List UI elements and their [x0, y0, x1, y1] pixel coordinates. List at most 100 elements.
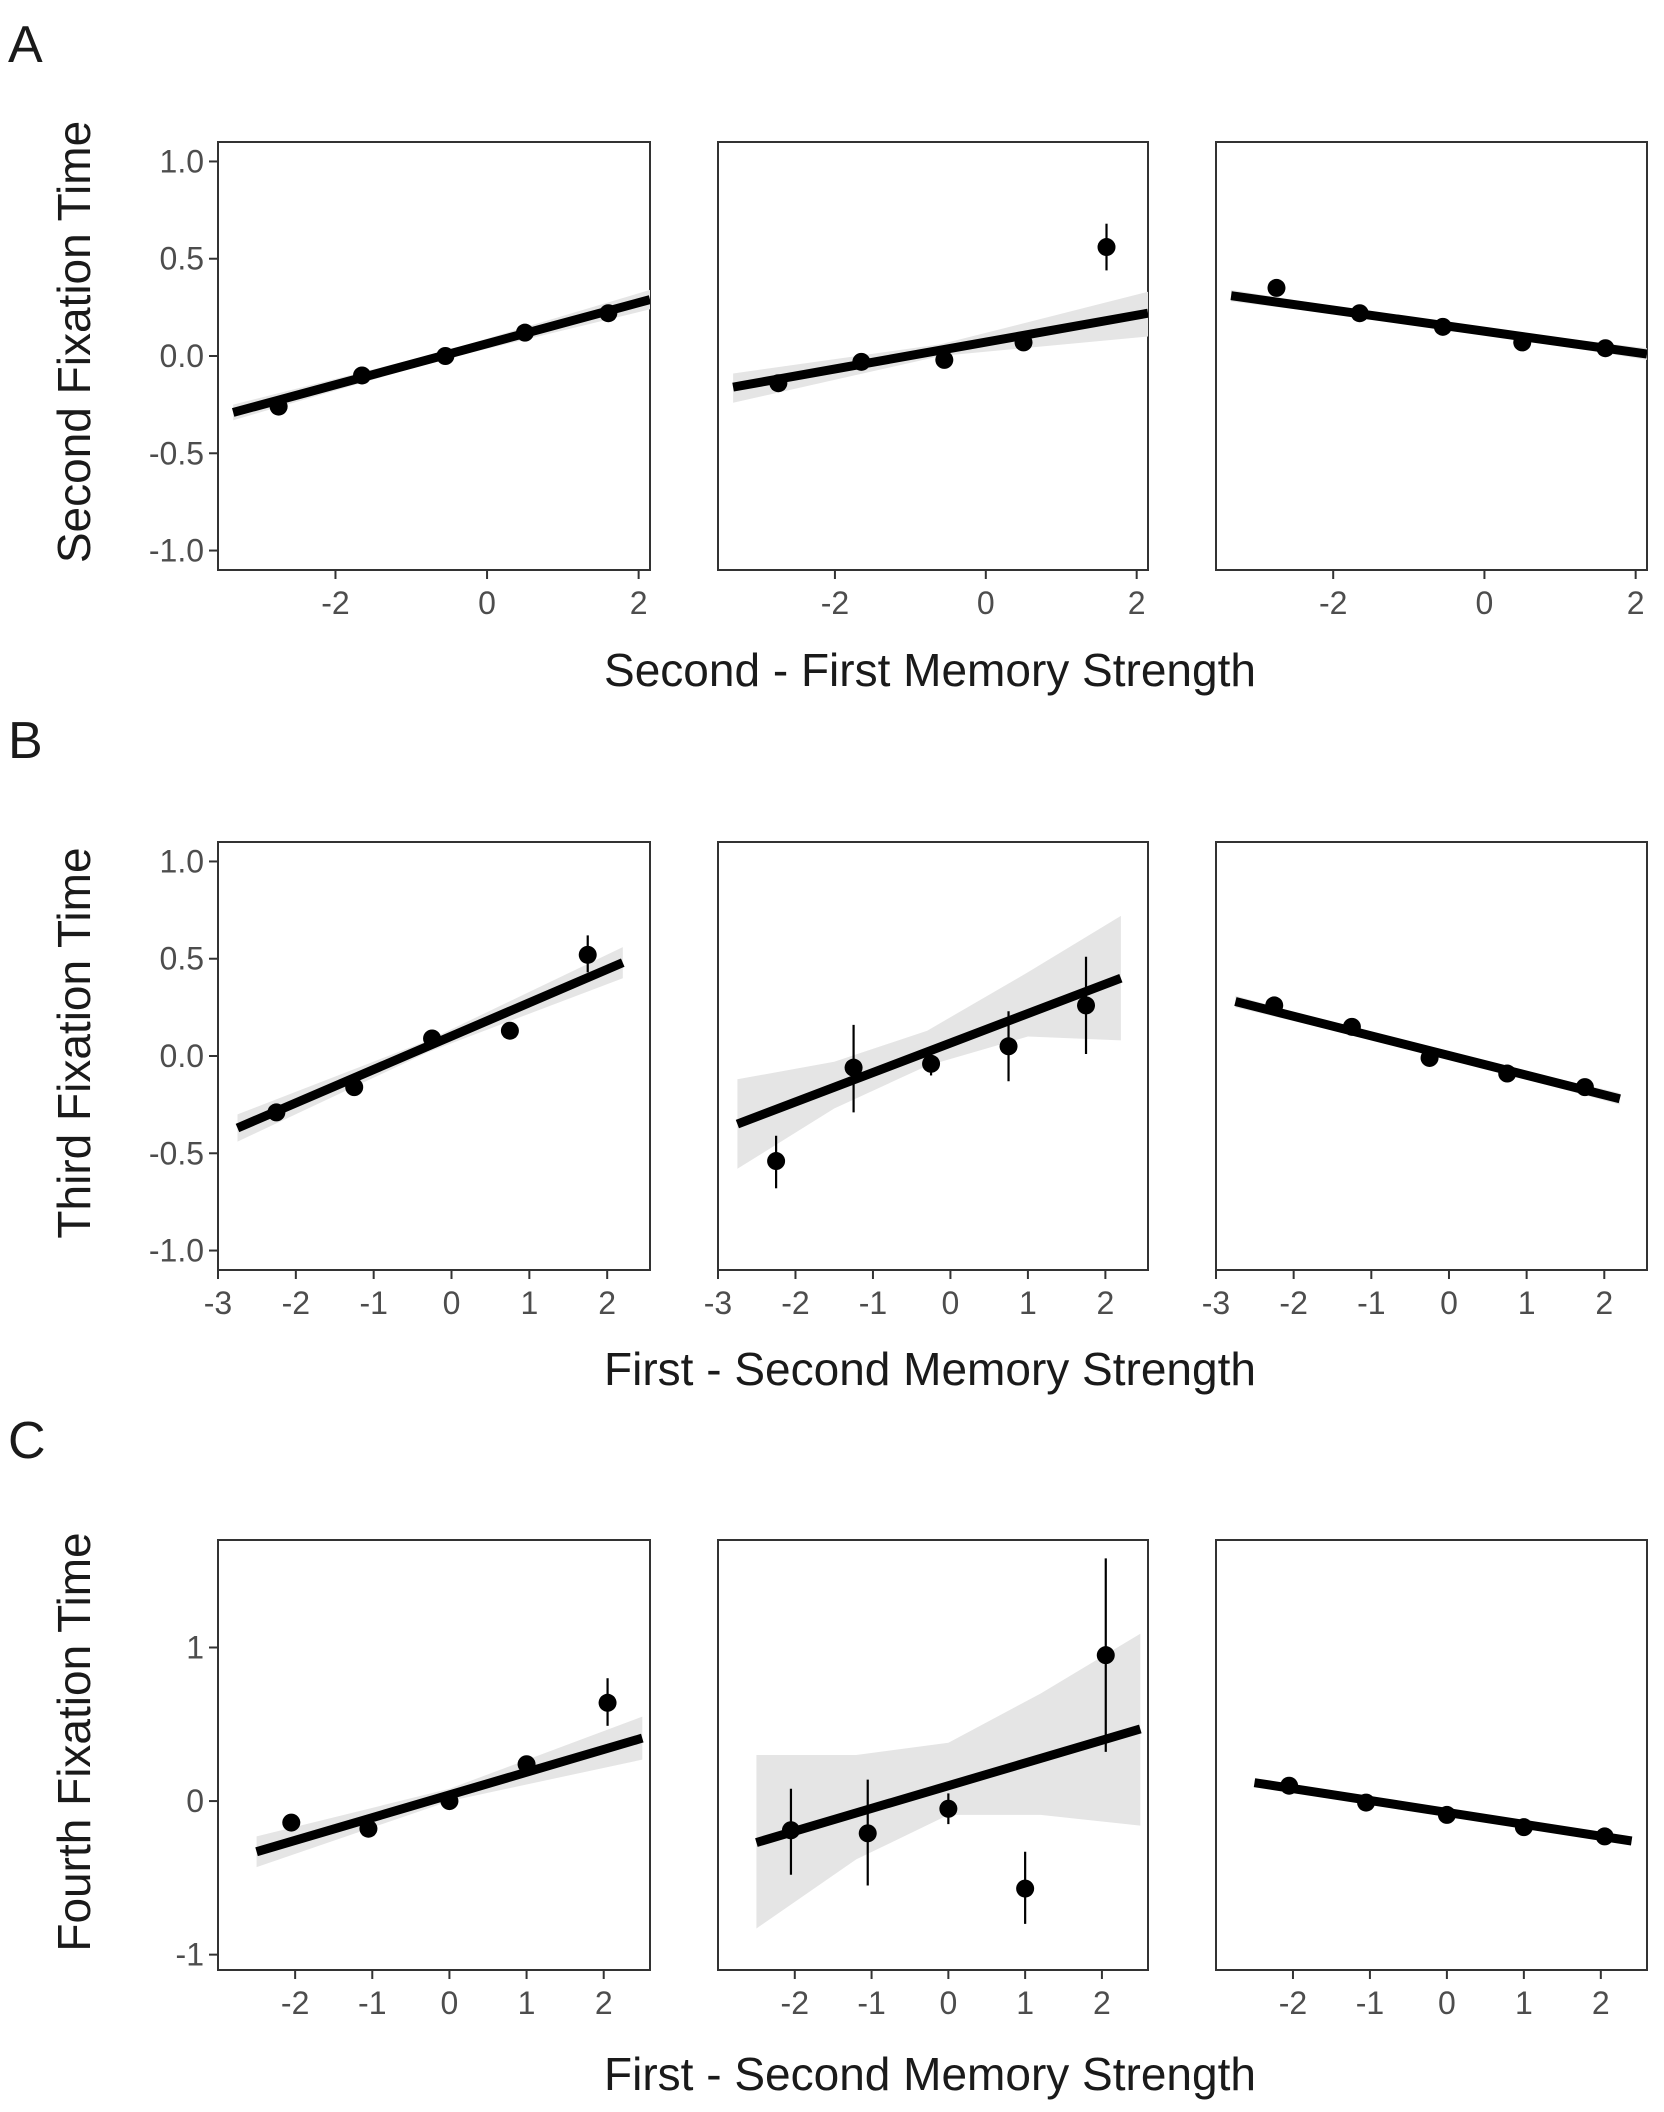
- x-tick-label: 0: [1438, 1985, 1456, 2021]
- data-point: [353, 366, 371, 385]
- plot-area: [732, 223, 1148, 403]
- x-tick-label: -2: [821, 585, 849, 621]
- x-tick-label: 0: [1440, 1285, 1458, 1321]
- regression-line: [732, 308, 1148, 392]
- confidence-band: [737, 915, 1121, 1169]
- plot-area: [735, 915, 1123, 1189]
- x-tick-label: 1: [520, 1285, 538, 1321]
- data-point: [1420, 1048, 1439, 1067]
- x-tick-label: 0: [441, 1985, 459, 2021]
- x-tick-label: 2: [1592, 1985, 1610, 2021]
- data-point: [359, 1819, 378, 1838]
- x-tick-label: 1: [518, 1985, 536, 2021]
- data-point: [939, 1799, 958, 1818]
- y-axis-title-c: Fourth Fixation Time: [48, 1532, 100, 1951]
- regression-line: [755, 1724, 1142, 1847]
- data-point: [517, 1755, 536, 1774]
- x-tick-label: -2: [282, 1285, 310, 1321]
- data-point: [1096, 1646, 1115, 1665]
- y-tick-label: 1.0: [160, 843, 204, 879]
- panel-frame: [1215, 1539, 1648, 1971]
- y-tick-label: 0.0: [160, 1038, 204, 1074]
- y-tick-label: 1: [186, 1630, 204, 1666]
- x-tick-label: 0: [939, 1985, 957, 2021]
- data-point: [1014, 333, 1033, 352]
- x-tick-label: -1: [1357, 1285, 1385, 1321]
- data-point: [269, 397, 288, 416]
- data-point: [999, 1037, 1018, 1056]
- panel-letter-c: C: [8, 1412, 46, 1470]
- panel-4: -3 -2 -1 0 1 2 -1.0 -0.5 0.0 0.5 1.0: [149, 841, 651, 1321]
- data-point: [267, 1103, 286, 1122]
- data-point: [345, 1078, 364, 1097]
- data-point: [858, 1824, 877, 1843]
- data-point: [1350, 304, 1369, 323]
- panel-8: -2 -1 0 1 2: [717, 1539, 1149, 2021]
- x-tick-label: -2: [781, 1985, 809, 2021]
- x-tick-label: -2: [1319, 585, 1347, 621]
- data-point: [1596, 339, 1615, 358]
- x-tick-label: 0: [1476, 585, 1494, 621]
- panel-6: -3 -2 -1 0 1 2: [1202, 841, 1648, 1321]
- x-tick-label: -1: [359, 1285, 387, 1321]
- x-tick-label: -3: [1202, 1285, 1230, 1321]
- x-tick-label: 0: [977, 585, 995, 621]
- x-tick-label: 1: [1518, 1285, 1536, 1321]
- panels: -2 0 2 -1.0 -0.5 0.0 0.5 1.0 -2 0 2 -2 0 2 -3 -2 -1 0 1 2 -1…: [149, 141, 1648, 2021]
- x-tick-label: -2: [781, 1285, 809, 1321]
- panel-2: -2 0 2: [717, 141, 1149, 621]
- data-point: [1513, 333, 1532, 352]
- y-tick-label: -1.0: [149, 533, 204, 569]
- data-point: [1575, 1078, 1594, 1097]
- x-tick-label: 1: [1016, 1985, 1034, 2021]
- y-tick-label: -0.5: [149, 1135, 204, 1171]
- data-point: [1514, 1818, 1533, 1837]
- x-tick-label: -2: [281, 1985, 309, 2021]
- x-tick-label: 1: [1019, 1285, 1037, 1321]
- panel-letter-a: A: [8, 16, 43, 74]
- data-point: [935, 350, 954, 369]
- data-point: [844, 1058, 863, 1077]
- data-point: [767, 1152, 786, 1171]
- x-axis-title-b: First - Second Memory Strength: [604, 1343, 1256, 1395]
- x-tick-label: -1: [859, 1285, 887, 1321]
- plot-area: [1253, 1776, 1633, 1846]
- x-tick-label: 2: [1128, 585, 1146, 621]
- y-axis-title-a: Second Fixation Time: [48, 121, 100, 563]
- data-point: [1595, 1827, 1614, 1846]
- data-point: [1342, 1017, 1361, 1036]
- x-tick-label: 2: [1595, 1285, 1613, 1321]
- x-tick-label: -3: [704, 1285, 732, 1321]
- data-point: [1498, 1064, 1517, 1083]
- y-tick-label: -1: [176, 1937, 204, 1973]
- data-point: [1280, 1776, 1299, 1795]
- data-point: [781, 1821, 800, 1840]
- plot-area: [755, 1558, 1142, 1929]
- y-tick-label: -0.5: [149, 435, 204, 471]
- data-point: [282, 1813, 301, 1832]
- plot-area: [235, 935, 625, 1142]
- panel-3: -2 0 2: [1215, 141, 1648, 621]
- x-tick-label: 2: [598, 1285, 616, 1321]
- x-tick-label: 2: [1096, 1285, 1114, 1321]
- data-point: [1357, 1793, 1376, 1812]
- plot-area: [1234, 995, 1621, 1105]
- data-point: [423, 1029, 442, 1048]
- x-tick-label: -2: [1279, 1985, 1307, 2021]
- data-point: [1437, 1805, 1456, 1824]
- panel-letter-b: B: [8, 712, 43, 770]
- panel-frame: [217, 841, 651, 1271]
- x-tick-label: -1: [358, 1985, 386, 2021]
- x-tick-label: 0: [478, 585, 496, 621]
- x-tick-label: -1: [1356, 1985, 1384, 2021]
- plot-area: [1230, 278, 1647, 360]
- panel-7: -2 -1 0 1 2 -1 0 1: [176, 1539, 651, 2021]
- data-point: [1433, 317, 1452, 336]
- data-point: [769, 374, 788, 393]
- y-tick-label: 0.5: [160, 241, 204, 277]
- data-point: [1097, 238, 1116, 257]
- row-labels: A B C Second Fixation Time Third Fixatio…: [8, 16, 1256, 2100]
- data-point: [1265, 996, 1284, 1015]
- x-tick-label: -3: [204, 1285, 232, 1321]
